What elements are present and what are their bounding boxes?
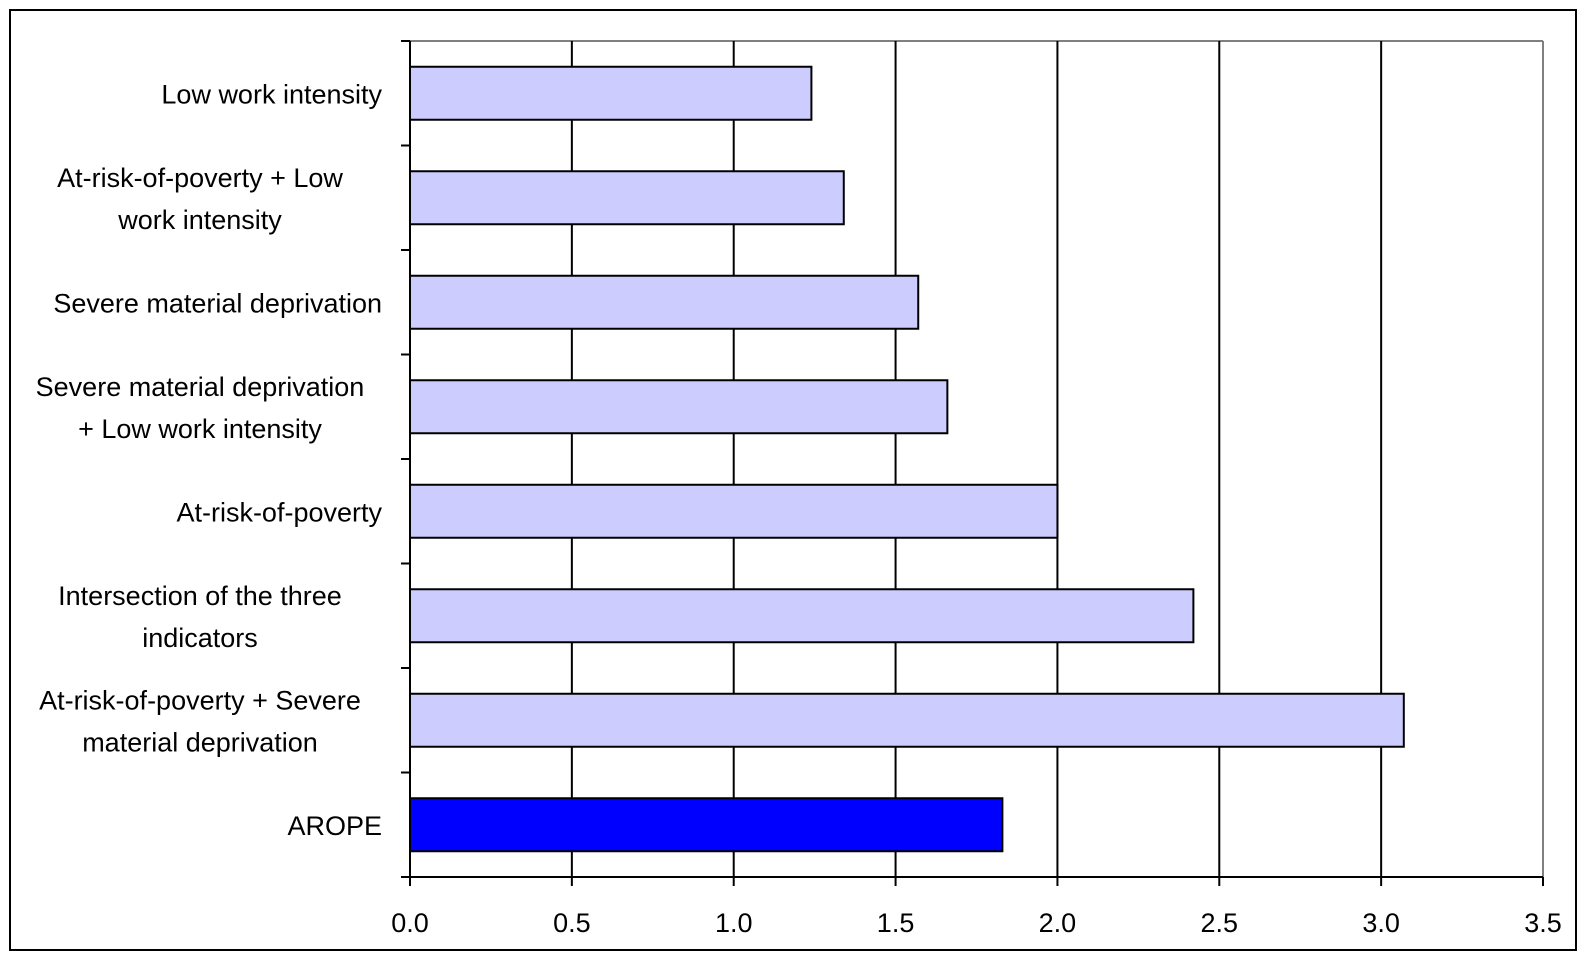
bar-7: [409, 692, 1405, 748]
bar-1: [409, 65, 813, 121]
category-label-line: Intersection of the three: [58, 581, 342, 611]
category-label: Low work intensity: [161, 79, 382, 109]
x-tick-label: 3.5: [1524, 908, 1562, 938]
category-label-line: work intensity: [117, 205, 282, 235]
x-tick-label: 0.0: [391, 908, 429, 938]
category-label: At-risk-of-poverty + Severe material depr…: [39, 685, 361, 757]
category-label-line: At-risk-of-poverty + Severe: [39, 685, 361, 715]
category-label: At-risk-of-poverty: [176, 497, 382, 527]
bar-5: [409, 483, 1059, 539]
x-tick-label: 2.5: [1201, 908, 1239, 938]
x-tick-label: 2.0: [1039, 908, 1077, 938]
bar-6: [409, 588, 1195, 644]
category-label-line: + Low work intensity: [78, 414, 322, 444]
category-label-line: Severe material deprivation: [36, 372, 365, 402]
x-tick-label: 0.5: [553, 908, 591, 938]
x-tick-label: 1.5: [877, 908, 915, 938]
category-label: At-risk-of-poverty + Low work intensity: [57, 163, 343, 235]
category-label-line: indicators: [142, 623, 258, 653]
bar-4: [409, 379, 949, 435]
bar-3: [409, 274, 920, 330]
category-label: Intersection of the three indicators: [58, 581, 342, 653]
bar-8: [409, 797, 1004, 853]
category-label: Severe material deprivation: [53, 288, 382, 318]
chart-frame: [9, 9, 1577, 951]
category-label-line: material deprivation: [82, 727, 318, 757]
x-tick-label: 3.0: [1362, 908, 1400, 938]
x-tick-label: 1.0: [715, 908, 753, 938]
category-label: Severe material deprivation + Low work in…: [36, 372, 365, 444]
bar-2: [409, 170, 845, 226]
category-label-line: At-risk-of-poverty + Low: [57, 163, 343, 193]
category-label: AROPE: [287, 811, 382, 841]
